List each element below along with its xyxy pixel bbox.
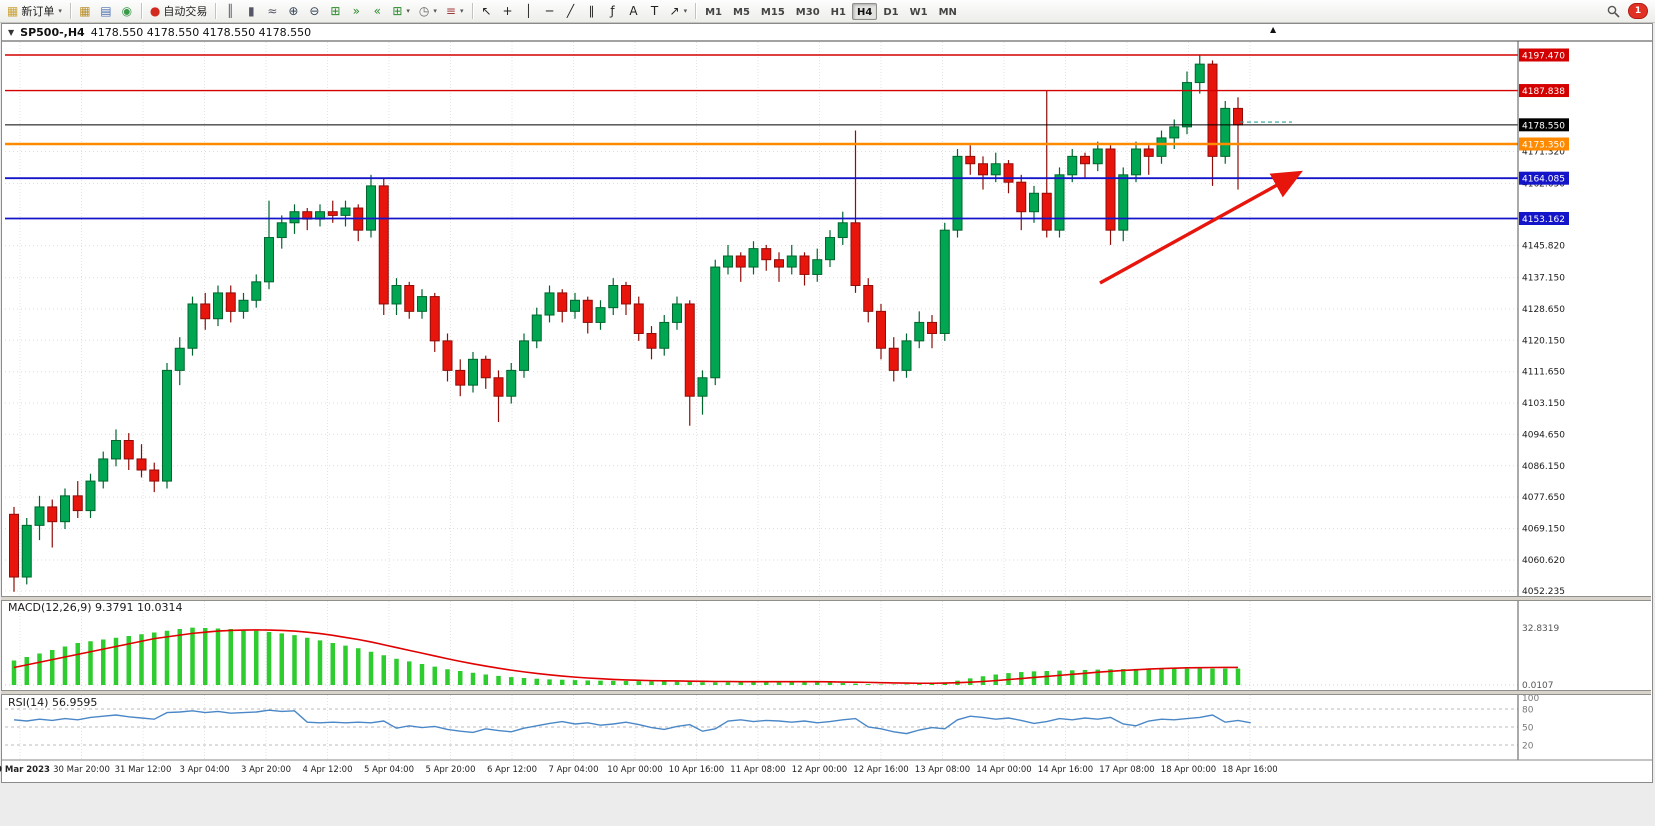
text-label-icon: T <box>650 4 659 18</box>
zoom-in-icon: ⊕ <box>288 4 299 18</box>
auto-scroll-button[interactable]: » <box>346 2 366 21</box>
price-tag-4197.470[interactable] <box>1519 48 1569 62</box>
cursor-icon: ↖ <box>481 4 492 18</box>
timeframe-m30-button[interactable]: M30 <box>791 3 825 20</box>
new-chart-button[interactable]: ⊞ ▾ <box>388 2 414 21</box>
candlestick-chart-icon: ▮ <box>248 4 255 18</box>
fibonacci-icon: ƒ <box>610 4 615 18</box>
chart-shift-icon: « <box>373 4 382 18</box>
profiles-button[interactable]: ▤ <box>96 2 116 21</box>
indicators-button[interactable]: ≡ ▾ <box>442 2 468 21</box>
arrows-button[interactable]: ↗ ▾ <box>666 2 692 21</box>
search-icon <box>1607 5 1620 18</box>
timeframe-m5-button[interactable]: M5 <box>728 3 755 20</box>
zoom-in-button[interactable]: ⊕ <box>283 2 303 21</box>
crosshair-icon: + <box>502 4 513 18</box>
chart-header: ▼ SP500-,H4 4178.550 4178.550 4178.550 4… <box>8 26 311 39</box>
chart-collapse-icon[interactable]: ▼ <box>8 28 15 37</box>
new-order-icon: ▦ <box>7 4 19 18</box>
profiles-icon: ▤ <box>100 4 112 18</box>
marketwatch-icon: ◉ <box>121 4 133 18</box>
horizontal-line-button[interactable]: ─ <box>540 2 560 21</box>
vertical-line-button[interactable]: │ <box>519 2 539 21</box>
toolbar-separator <box>140 3 142 19</box>
cursor-button[interactable]: ↖ <box>477 2 497 21</box>
indicators-icon: ≡ <box>445 4 456 18</box>
price-tag-4173.350[interactable] <box>1519 137 1569 151</box>
marketwatch-button[interactable]: ◉ <box>117 2 137 21</box>
timeframe-h4-button[interactable]: H4 <box>852 2 878 20</box>
vertical-line-icon: │ <box>524 4 533 18</box>
bar-chart-icon: ║ <box>226 4 234 18</box>
text-icon: A <box>629 4 638 18</box>
charts-grid-icon: ▦ <box>79 4 91 18</box>
horizontal-line-icon: ─ <box>545 4 554 18</box>
new-order-button[interactable]: ▦ 新订单 ▾ <box>3 2 66 21</box>
indicators-dropdown-icon: ▾ <box>459 7 464 15</box>
panel-divider-macd-rsi[interactable] <box>1 690 1651 695</box>
charts-grid-button[interactable]: ▦ <box>75 2 95 21</box>
trendline-button[interactable]: ╱ <box>561 2 581 21</box>
autotrading-icon: ● <box>149 4 161 18</box>
chart-window <box>1 23 1653 783</box>
bar-chart-button[interactable]: ║ <box>220 2 240 21</box>
new-chart-icon: ⊞ <box>392 4 403 18</box>
autotrading-label: 自动交易 <box>163 5 208 18</box>
new-chart-dropdown-icon: ▾ <box>406 7 410 15</box>
arrows-icon: ↗ <box>669 4 680 18</box>
trendline-icon: ╱ <box>566 4 575 18</box>
timeframe-m1-button[interactable]: M1 <box>700 3 727 20</box>
candlestick-chart-button[interactable]: ▮ <box>241 2 261 21</box>
periods-button[interactable]: ◷ ▾ <box>415 2 441 21</box>
new-order-dropdown-icon: ▾ <box>58 7 62 15</box>
autotrading-button[interactable]: ● 自动交易 <box>146 2 211 21</box>
macd-indicator-label: MACD(12,26,9) 9.3791 10.0314 <box>8 601 183 614</box>
search-button[interactable] <box>1603 2 1624 21</box>
price-levels-layer: 4197.4704187.8384178.5504173.3504164.085… <box>5 48 1569 225</box>
crosshair-button[interactable]: + <box>498 2 518 21</box>
toolbar-separator <box>69 3 71 19</box>
periods-dropdown-icon: ▾ <box>433 7 437 15</box>
channel-button[interactable]: ∥ <box>582 2 602 21</box>
timeframe-group: M1 M5 M15 M30 H1 H4 D1 W1 MN <box>700 2 962 20</box>
rsi-indicator-label: RSI(14) 56.9595 <box>8 696 98 709</box>
price-tag-4187.838[interactable] <box>1519 84 1569 98</box>
chart-ohlc-values: 4178.550 4178.550 4178.550 4178.550 <box>90 26 312 39</box>
channel-icon: ∥ <box>588 4 595 18</box>
toolbar-button-groups: ▦ 新订单 ▾ ▦ ▤ ◉ ● 自动交易 ║ ▮ ≈ ⊕ ⊖ ⊞» «⊞ ▾ ◷ ▾ ≡ ▾ ↖ + │ ─ ╱ ∥ ƒ A T ↗ ▾ <box>3 2 691 21</box>
auto-scroll-icon: » <box>352 4 361 18</box>
price-tag-4178.550[interactable] <box>1519 118 1569 132</box>
timeframe-h1-button[interactable]: H1 <box>826 3 851 20</box>
timeframe-d1-button[interactable]: D1 <box>878 3 903 20</box>
timeframe-m15-button[interactable]: M15 <box>756 3 790 20</box>
tile-windows-button[interactable]: ⊞ <box>325 2 345 21</box>
fibonacci-button[interactable]: ƒ <box>603 2 623 21</box>
arrows-dropdown-icon: ▾ <box>683 7 688 15</box>
tile-windows-icon: ⊞ <box>330 4 341 18</box>
chart-shift-button[interactable]: « <box>367 2 387 21</box>
notification-badge[interactable]: 1 <box>1628 3 1648 19</box>
zoom-out-button[interactable]: ⊖ <box>304 2 324 21</box>
new-order-label: 新订单 <box>21 5 55 18</box>
toolbar-separator <box>695 3 697 19</box>
line-chart-button[interactable]: ≈ <box>262 2 282 21</box>
zoom-out-icon: ⊖ <box>309 4 320 18</box>
toolbar-separator <box>471 3 473 19</box>
window-bottom-strip <box>0 783 1655 826</box>
main-toolbar: ▦ 新订单 ▾ ▦ ▤ ◉ ● 自动交易 ║ ▮ ≈ ⊕ ⊖ ⊞» «⊞ ▾ ◷ ▾ ≡ ▾ ↖ + │ ─ ╱ ∥ ƒ A T ↗ ▾ M… <box>0 0 1655 23</box>
line-chart-icon: ≈ <box>267 4 278 18</box>
price-tag-4153.162[interactable] <box>1519 211 1569 225</box>
timeframe-w1-button[interactable]: W1 <box>905 3 933 20</box>
panel-divider-main-macd[interactable] <box>1 596 1651 601</box>
text-label-button[interactable]: T <box>645 2 665 21</box>
chart-symbol-title: SP500-,H4 <box>20 26 85 39</box>
trend-arrow-annotation[interactable] <box>1099 170 1303 285</box>
toolbar-right-group: 1 <box>1603 2 1652 21</box>
timeframe-mn-button[interactable]: MN <box>934 3 962 20</box>
text-button[interactable]: A <box>624 2 644 21</box>
price-tag-4164.085[interactable] <box>1519 171 1569 185</box>
chart-scroll-marker-icon[interactable]: ▲ <box>1270 25 1277 34</box>
periods-icon: ◷ <box>418 4 430 18</box>
toolbar-separator <box>215 3 217 19</box>
